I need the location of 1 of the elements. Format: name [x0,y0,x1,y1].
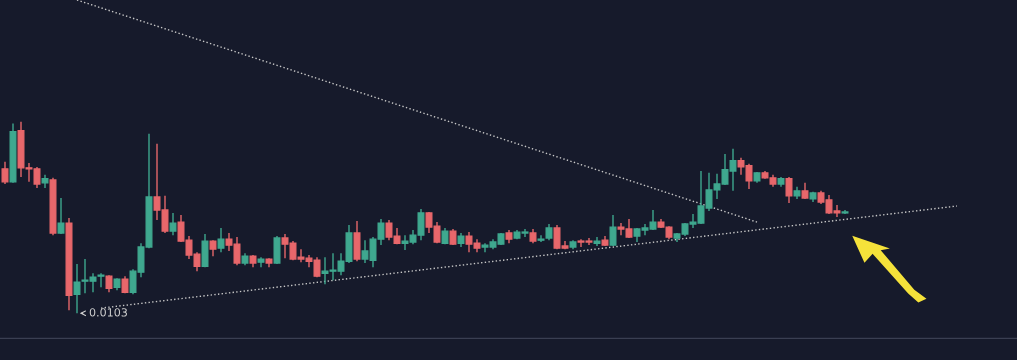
annotation: 0.0103 [89,308,127,317]
